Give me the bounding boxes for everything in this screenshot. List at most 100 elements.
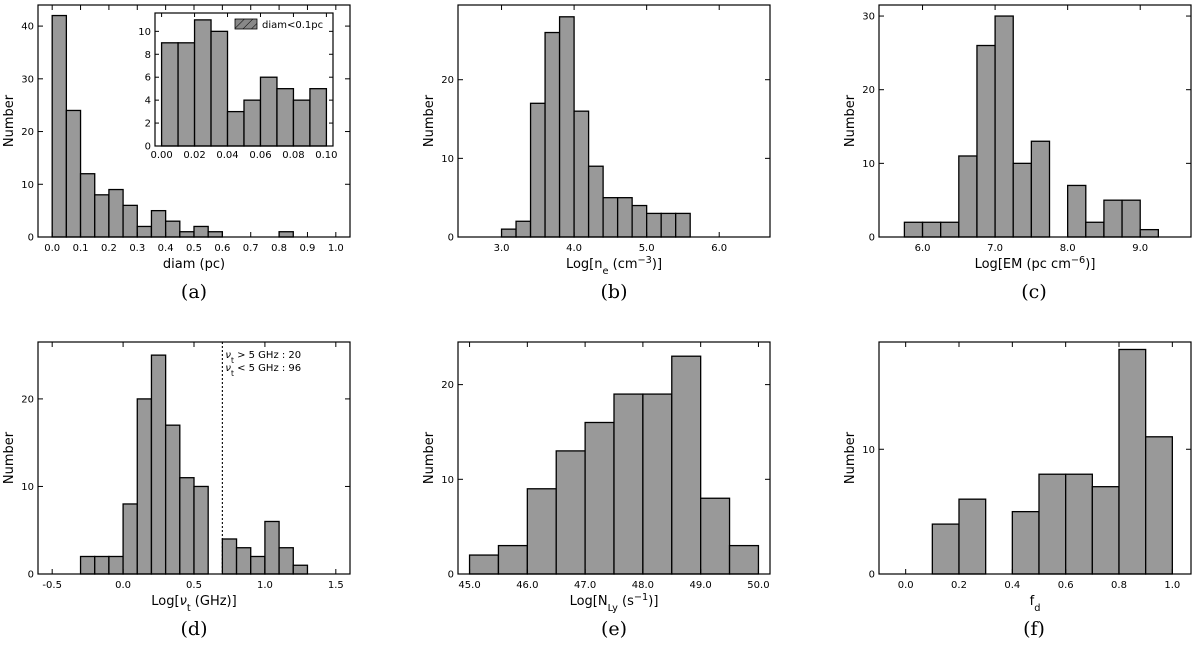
panel-lyman-flux-caption: (e) [601, 618, 627, 640]
panel-lyman-flux-ytick-label: 20 [441, 380, 454, 391]
panel-diam-ytick-label: 0 [28, 233, 34, 244]
panel-emission-measure-xtick-label: 9.0 [1132, 243, 1148, 254]
panel-diam-chart: 0.0 0.1 0.2 0.3 0.4 0.5 0.6 0.7 0.8 0.9 1.00102030… [2, 4, 351, 303]
panel-dust-fraction-xtick-label: 0.2 [951, 580, 967, 591]
panel-emission-measure-bar [958, 155, 978, 238]
panel-turnover-freq-xtick-label: 1.0 [257, 580, 273, 591]
panel-density-xtick-label: 4.0 [566, 243, 582, 254]
panel-diam-bar [108, 188, 124, 238]
panel-emission-measure-bar [940, 221, 960, 238]
panel-emission-measure-caption: (c) [1021, 281, 1046, 303]
panel-turnover-freq-bar [79, 555, 96, 575]
panel-diam-xtick-label: 0.3 [129, 243, 145, 254]
panel-lyman-flux-bar [613, 393, 644, 575]
panel-emission-measure-xlabel: Log[EM (pc cm−6)] [975, 255, 1096, 273]
panel-diam-xlabel: diam (pc) [163, 257, 225, 272]
panel-density-bar [631, 204, 648, 238]
panel-lyman-flux-xlabel: Log[NLy (s−1)] [570, 592, 659, 614]
panel-diam-bar [122, 204, 138, 238]
panel-density-ylabel: Number [422, 94, 437, 147]
inset-ytick-label: 6 [145, 73, 151, 84]
panel-diam-xtick-label: 0.4 [158, 243, 174, 254]
panel-turnover-freq-xtick-label: 1.5 [328, 580, 344, 591]
inset-ytick-label: 4 [145, 96, 151, 107]
panel-density-xtick-label: 3.0 [494, 243, 510, 254]
panel-diam-ylabel: Number [2, 94, 17, 147]
panel-dust-fraction-xtick-label: 0.6 [1058, 580, 1074, 591]
panel-lyman-flux-bar [728, 544, 760, 575]
panel-emission-measure-chart: 6.0 7.0 8.0 9.0 0 10 20 30 Log[EM (pc cm−6)] Numb… [843, 4, 1192, 303]
inset-xtick-label: 0.06 [249, 150, 271, 161]
panel-diam-bar [179, 231, 195, 238]
panel-lyman-flux-xtick-label: 45.0 [458, 580, 480, 591]
panel-diam-bar [94, 194, 110, 238]
panel-turnover-freq-annotation: νt < 5 GHz : 96 [225, 363, 301, 378]
inset-xtick-label: 0.10 [315, 150, 337, 161]
panel-emission-measure-xtick-label: 6.0 [915, 243, 931, 254]
panel-lyman-flux-bar [642, 393, 673, 575]
panel-turnover-freq-bar [193, 485, 209, 575]
inset-legend-label: diam<0.1pc [262, 20, 323, 31]
panel-density-bar [558, 16, 575, 238]
inset-bar [292, 99, 311, 147]
panel-lyman-flux-bar [497, 544, 528, 575]
inset-xtick-label: 0.02 [183, 150, 205, 161]
panel-diam-bar [136, 225, 153, 238]
panel-diam-bar [150, 209, 167, 238]
panel-emission-measure-bar [1103, 199, 1123, 238]
inset-ytick-label: 10 [138, 27, 151, 38]
panel-density-ytick-label: 10 [441, 154, 454, 165]
panel-turnover-freq-annotation: νt > 5 GHz : 20 [225, 350, 301, 365]
panel-turnover-freq-ytick-label: 0 [28, 570, 34, 581]
panel-dust-fraction-bar [1091, 486, 1120, 575]
panel-emission-measure-bar [903, 221, 924, 238]
panel-dust-fraction-ytick-label: 10 [862, 445, 875, 456]
inset-bar [259, 76, 278, 147]
inset-xtick-label: 0.04 [216, 150, 238, 161]
panel-turnover-freq-bar [235, 547, 252, 575]
panel-turnover-freq-bar [122, 503, 138, 575]
panel-diam-xtick-label: 0.2 [101, 243, 117, 254]
panel-emission-measure-frame [878, 4, 1192, 238]
panel-turnover-freq-bar [164, 424, 181, 575]
panel-diam-caption: (a) [181, 281, 207, 303]
panel-turnover-freq-ytick-label: 20 [21, 394, 34, 405]
panel-turnover-freq-bar [264, 520, 280, 575]
panel-density-ytick-label: 20 [441, 75, 454, 86]
inset-ytick-label: 2 [145, 119, 151, 130]
panel-emission-measure-bar [1030, 140, 1051, 238]
panel-emission-measure-ylabel: Number [843, 94, 858, 147]
panel-lyman-flux-xtick-label: 50.0 [747, 580, 769, 591]
panel-diam-xtick-label: 0.8 [271, 243, 287, 254]
inset-chart: 0.00 0.02 0.04 0.06 0.08 0.10 0 2 4 6 8 10 diam<0.1p… [138, 12, 338, 161]
panel-turnover-freq-bar [221, 538, 238, 575]
panel-emission-measure-xtick-label: 7.0 [987, 243, 1003, 254]
panel-lyman-flux-bar [700, 497, 731, 575]
panel-turnover-freq-bar [108, 555, 124, 575]
panel-lyman-flux-xtick-label: 48.0 [632, 580, 654, 591]
panel-turnover-freq-bar [250, 555, 266, 575]
panel-lyman-flux-xtick-label: 46.0 [516, 580, 538, 591]
panel-lyman-flux-bar [555, 450, 586, 575]
panel-density-bar [616, 197, 633, 238]
panel-density-frame [457, 4, 771, 238]
panel-density-bar [602, 197, 619, 238]
panel-dust-fraction-ylabel: Number [843, 431, 858, 484]
panel-dust-fraction-xtick-label: 0.8 [1111, 580, 1127, 591]
panel-dust-fraction-bar [931, 523, 960, 575]
panel-density-bar [544, 31, 561, 238]
panel-dust-fraction-xtick-label: 0.4 [1004, 580, 1020, 591]
panel-density-bar [529, 102, 546, 238]
panel-diam-xtick-label: 0.5 [186, 243, 202, 254]
inset-legend-swatch [234, 18, 258, 30]
inset-ytick-label: 8 [145, 50, 151, 61]
panel-density-bar [675, 212, 691, 238]
inset-bar [193, 19, 212, 147]
panel-emission-measure-bar [1085, 221, 1105, 238]
panel-turnover-freq-xtick-label: 0.5 [186, 580, 202, 591]
panel-lyman-flux-ytick-label: 10 [441, 475, 454, 486]
panel-turnover-freq-bar [278, 547, 294, 575]
panel-diam-bar [278, 231, 294, 238]
inset-xtick-label: 0.08 [282, 150, 304, 161]
